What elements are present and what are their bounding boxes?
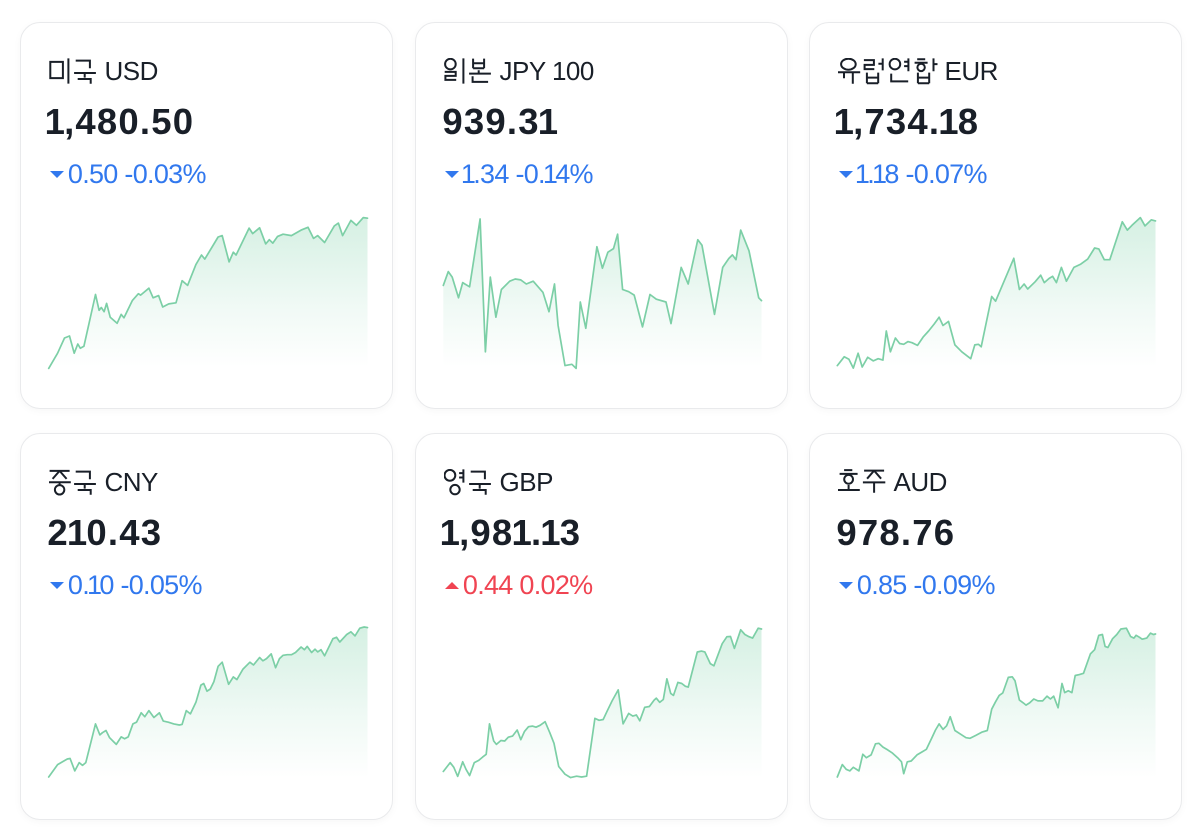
- svg-text:JPY 100: JPY 100: [500, 58, 594, 86]
- svg-text:GBP: GBP: [500, 469, 553, 497]
- svg-text:USD: USD: [105, 58, 158, 86]
- svg-text:EUR: EUR: [945, 58, 998, 86]
- svg-text:CNY: CNY: [105, 469, 159, 497]
- svg-text:AUD: AUD: [894, 469, 947, 497]
